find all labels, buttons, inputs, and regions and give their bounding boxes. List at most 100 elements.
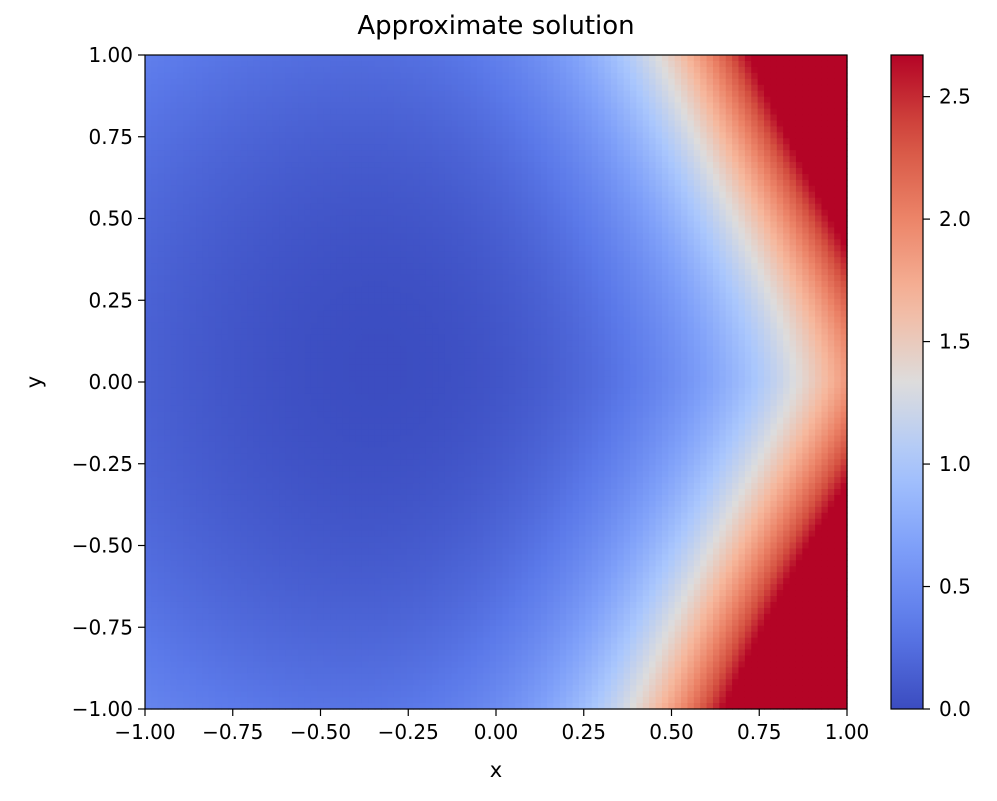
heatmap-cell — [330, 352, 338, 359]
heatmap-cell — [285, 156, 293, 163]
heatmap-cell — [368, 66, 376, 74]
heatmap-cell — [291, 352, 299, 359]
heatmap-cell — [208, 150, 216, 157]
heatmap-cell — [272, 191, 280, 199]
heatmap-cell — [202, 179, 210, 187]
heatmap-cell — [247, 471, 255, 478]
heatmap-cell — [151, 691, 159, 698]
heatmap-cell — [208, 417, 216, 425]
heatmap-cell — [381, 631, 389, 639]
heatmap-cell — [291, 185, 299, 193]
heatmap-cell — [259, 382, 267, 389]
heatmap-cell — [310, 60, 318, 68]
heatmap-cell — [355, 304, 363, 312]
heatmap-cell — [323, 245, 331, 252]
heatmap-cell — [425, 673, 433, 680]
heatmap-cell — [304, 173, 312, 181]
heatmap-cell — [279, 393, 286, 401]
heatmap-cell — [234, 637, 242, 645]
heatmap-cell — [291, 376, 299, 383]
heatmap-cell — [285, 245, 293, 252]
heatmap-cell — [208, 90, 216, 98]
heatmap-cell — [240, 560, 248, 567]
heatmap-cell — [227, 191, 235, 199]
heatmap-cell — [361, 405, 369, 413]
heatmap-cell — [368, 441, 376, 448]
heatmap-cell — [145, 233, 152, 240]
heatmap-cell — [381, 399, 389, 407]
heatmap-cell — [336, 322, 344, 330]
heatmap-cell — [266, 239, 274, 246]
heatmap-cell — [240, 96, 248, 104]
heatmap-cell — [279, 631, 286, 639]
heatmap-cell — [170, 697, 178, 704]
heatmap-cell — [227, 512, 235, 520]
heatmap-cell — [317, 649, 325, 657]
heatmap-cell — [215, 209, 223, 217]
heatmap-cell — [291, 489, 299, 496]
heatmap-cell — [151, 643, 159, 651]
heatmap-cell — [215, 132, 223, 139]
heatmap-cell — [291, 542, 299, 550]
heatmap-cell — [374, 613, 382, 621]
heatmap-cell — [413, 655, 421, 663]
heatmap-cell — [189, 661, 197, 668]
heatmap-cell — [368, 215, 376, 223]
heatmap-cell — [183, 257, 191, 264]
heatmap-cell — [183, 518, 191, 526]
heatmap-cell — [304, 84, 312, 92]
heatmap-cell — [342, 209, 350, 217]
heatmap-cell — [176, 536, 184, 544]
heatmap-cell — [266, 352, 274, 359]
heatmap-cell — [151, 530, 159, 538]
heatmap-cell — [361, 263, 369, 270]
heatmap-cell — [387, 173, 395, 181]
heatmap-cell — [361, 72, 369, 80]
heatmap-cell — [291, 637, 299, 645]
heatmap-cell — [234, 346, 242, 353]
heatmap-cell — [215, 548, 223, 556]
heatmap-cell — [247, 578, 255, 585]
heatmap-cell — [183, 346, 191, 353]
heatmap-cell — [349, 477, 357, 484]
heatmap-cell — [323, 144, 331, 151]
heatmap-cell — [310, 269, 318, 276]
heatmap-cell — [227, 376, 235, 383]
heatmap-cell — [349, 84, 357, 92]
heatmap-cell — [291, 245, 299, 252]
heatmap-cell — [413, 274, 421, 282]
heatmap-cell — [272, 471, 280, 478]
heatmap-cell — [361, 459, 369, 466]
heatmap-cell — [221, 471, 229, 478]
heatmap-cell — [234, 631, 242, 639]
heatmap-cell — [215, 637, 223, 645]
heatmap-cell — [234, 494, 242, 502]
heatmap-cell — [234, 138, 242, 145]
heatmap-cell — [381, 156, 389, 163]
heatmap-cell — [323, 227, 331, 234]
heatmap-cell — [151, 144, 159, 151]
heatmap-cell — [355, 167, 363, 175]
heatmap-cell — [368, 584, 376, 591]
heatmap-cell — [145, 459, 152, 466]
heatmap-cell — [406, 358, 414, 365]
heatmap-cell — [349, 459, 357, 466]
heatmap-cell — [342, 536, 350, 544]
heatmap-cell — [406, 352, 414, 359]
heatmap-cell — [304, 554, 312, 561]
heatmap-cell — [215, 203, 223, 211]
heatmap-cell — [170, 364, 178, 371]
heatmap-cell — [400, 471, 408, 478]
heatmap-cell — [349, 637, 357, 645]
heatmap-cell — [157, 691, 165, 698]
heatmap-cell — [170, 245, 178, 252]
heatmap-cell — [323, 483, 331, 490]
heatmap-cell — [342, 453, 350, 460]
heatmap-cell — [240, 566, 248, 573]
heatmap-cell — [342, 542, 350, 550]
heatmap-cell — [215, 679, 223, 686]
heatmap-cell — [310, 554, 318, 561]
heatmap-cell — [310, 387, 318, 395]
heatmap-cell — [247, 506, 255, 514]
heatmap-cell — [227, 60, 235, 68]
